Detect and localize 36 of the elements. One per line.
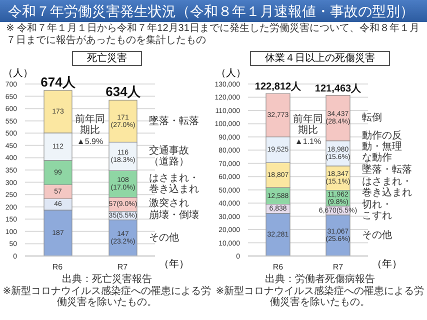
series-label: 激突され: [149, 197, 189, 210]
series-label: 転倒: [362, 112, 382, 124]
series-label: その他: [362, 229, 392, 242]
x-axis-title: （年）: [372, 258, 402, 271]
total-label: 674人: [40, 74, 76, 90]
text: ※新型コロナウイルス感染症への罹患による労働災害を除いたもの。: [214, 286, 426, 308]
chart-title: 休業４日以上の死傷災害: [250, 51, 390, 66]
annotation: 前年同期比: [293, 114, 323, 136]
series-label: 動作の反動・無理な動作: [362, 130, 402, 164]
x-tick-label: R7: [332, 262, 344, 272]
series-label: 崩壊・倒壊: [149, 209, 199, 222]
total-label: 122,812人: [254, 80, 302, 93]
total-label: 634人: [106, 84, 142, 100]
text: ※ 令和７年１月１日から令和７年12月31日までに発生した労働災害について、令和８年１月７日までに報告があったものを集計したもの: [5, 22, 420, 48]
x-tick-label: R6: [272, 262, 284, 272]
annotation: ▲5.9%: [76, 136, 104, 147]
chart-title: 死亡災害: [72, 51, 142, 66]
x-axis-title: （年）: [159, 258, 189, 271]
series-label: はさまれ・巻き込まれ: [149, 173, 199, 196]
source-note: 出典：死亡災害報告: [61, 274, 153, 285]
series-label: 交通事故（道路）: [149, 144, 189, 168]
series-label: 切れ・こすれ: [362, 198, 392, 222]
text: ※新型コロナウイルス感染症への罹患による労働災害を除いたもの。: [2, 286, 212, 308]
series-label: その他: [149, 232, 179, 244]
series-label: はさまれ・巻き込まれ: [362, 176, 412, 199]
text: 令和７年労働災害発生状況（令和８年１月速報値・事故の型別）: [0, 0, 427, 22]
series-label: 墜落・転落: [362, 164, 412, 176]
annotation: ▲1.1%: [294, 136, 322, 147]
x-tick-label: R7: [117, 262, 128, 272]
total-label: 121,463人: [314, 82, 362, 94]
y-axis-title: （人）: [3, 67, 33, 80]
x-tick-label: R6: [52, 262, 64, 272]
series-label: 墜落・転落: [149, 114, 199, 127]
source-note: 出典：労働者死傷病報告: [264, 274, 376, 285]
y-axis-title: （人）: [216, 67, 246, 80]
annotation: 前年同期比: [75, 114, 105, 136]
